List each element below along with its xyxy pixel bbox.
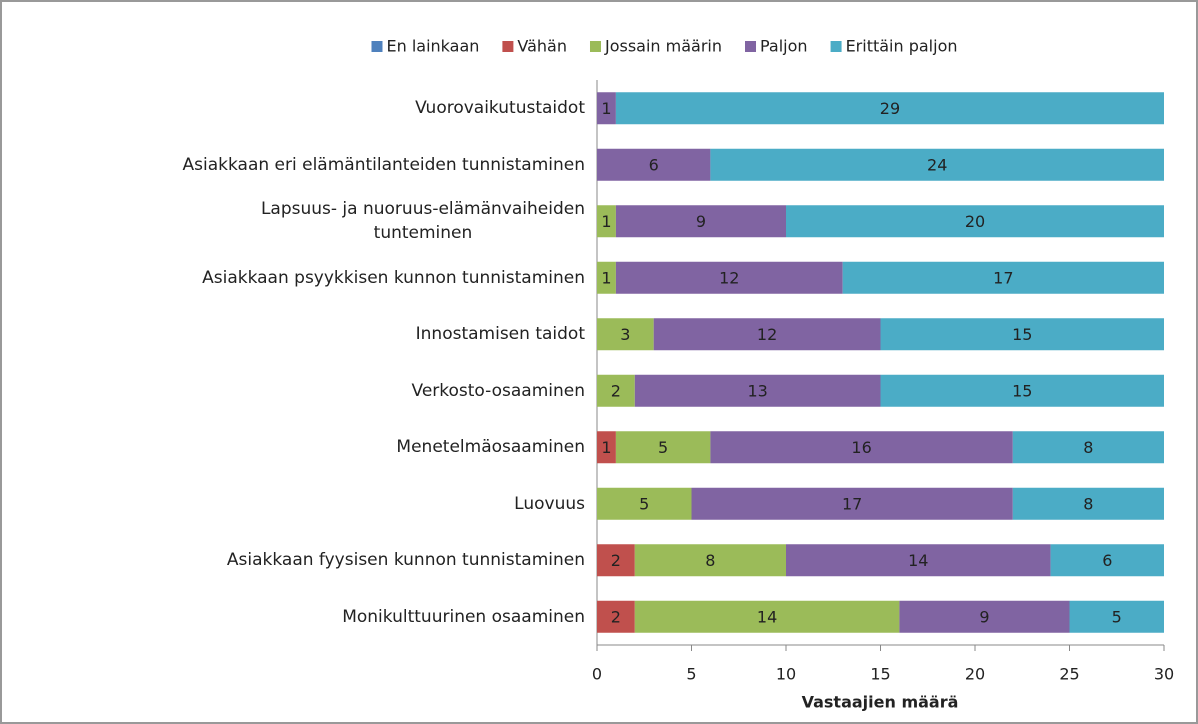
x-tick-label: 20: [965, 665, 985, 684]
legend-label: Paljon: [760, 37, 808, 56]
bar-segment: [710, 148, 1164, 181]
bar-segment: [1012, 487, 1164, 520]
data-label: 16: [851, 438, 871, 457]
category-label: Innostamisen taidot: [415, 324, 585, 345]
legend-swatch: [830, 41, 842, 52]
bar-segment: [786, 205, 1164, 238]
data-label: 1: [601, 438, 611, 457]
data-label: 14: [908, 551, 928, 570]
data-label: 9: [979, 607, 989, 626]
data-label: 3: [620, 325, 630, 344]
bar-segment: [597, 92, 616, 125]
category-label: Asiakkaan fyysisen kunnon tunnistaminen: [226, 550, 585, 571]
data-label: 5: [639, 494, 649, 513]
category-label: Luovuus: [514, 493, 585, 514]
data-label: 6: [649, 155, 659, 174]
data-label: 13: [747, 381, 767, 400]
bar-segment: [1050, 544, 1164, 577]
bar-segment: [597, 148, 711, 181]
bar-segment: [1012, 431, 1164, 464]
legend-swatch: [371, 41, 383, 52]
category-label: Verkosto-osaaminen: [411, 380, 585, 401]
bar-segment: [615, 431, 711, 464]
x-tick-label: 5: [686, 665, 696, 684]
bar-segment: [597, 374, 635, 407]
bar-segment: [615, 261, 843, 294]
bar-segment: [597, 205, 616, 238]
legend-label: Jossain määrin: [604, 37, 722, 56]
category-label: Lapsuus- ja nuoruus-elämänvaiheiden tunt…: [260, 199, 585, 244]
data-label: 2: [611, 607, 621, 626]
legend-label: Vähän: [517, 37, 567, 56]
data-label: 15: [1012, 325, 1032, 344]
data-label: 20: [965, 212, 985, 231]
category-label: Vuorovaikutustaidot: [415, 98, 585, 119]
bar-segment: [597, 318, 654, 351]
bar-segment: [597, 261, 616, 294]
x-tick-label: 15: [870, 665, 890, 684]
legend-label: En lainkaan: [386, 37, 479, 56]
data-label: 2: [611, 551, 621, 570]
data-label: 24: [927, 155, 947, 174]
bar-segment: [597, 544, 635, 577]
category-label: Asiakkaan psyykkisen kunnon tunnistamine…: [202, 267, 585, 288]
data-label: 6: [1102, 551, 1112, 570]
bar-segment: [880, 318, 1164, 351]
bar-segment: [597, 600, 635, 633]
bar-segment: [634, 600, 900, 633]
category-label: Asiakkaan eri elämäntilanteiden tunnista…: [182, 154, 585, 175]
data-label: 5: [1112, 607, 1122, 626]
bar-segment: [634, 374, 881, 407]
bar-segment: [710, 431, 1013, 464]
x-axis-title: Vastaajien määrä: [802, 693, 959, 712]
data-label: 1: [601, 99, 611, 118]
data-label: 12: [757, 325, 777, 344]
x-tick-label: 25: [1059, 665, 1079, 684]
bar-segment: [691, 487, 1013, 520]
data-label: 12: [719, 268, 739, 287]
category-label: Menetelmäosaaminen: [396, 437, 585, 458]
data-label: 1: [601, 212, 611, 231]
category-label: Monikulttuurinen osaaminen: [342, 606, 585, 627]
bar-segment: [899, 600, 1070, 633]
legend-label: Erittäin paljon: [846, 37, 958, 56]
bar-segment: [597, 431, 616, 464]
legend-swatch: [589, 41, 601, 52]
data-label: 17: [993, 268, 1013, 287]
bar-segment: [786, 544, 1051, 577]
x-tick-label: 10: [776, 665, 796, 684]
bar-segment: [615, 205, 786, 238]
x-tick-label: 30: [1154, 665, 1174, 684]
data-label: 9: [696, 212, 706, 231]
x-tick-label: 0: [592, 665, 602, 684]
bar-segment: [842, 261, 1164, 294]
bar-segment: [1069, 600, 1164, 633]
data-label: 14: [757, 607, 777, 626]
data-label: 17: [842, 494, 862, 513]
bar-segment: [653, 318, 881, 351]
data-label: 5: [658, 438, 668, 457]
legend-swatch: [502, 41, 514, 52]
bar-segment: [615, 92, 1164, 125]
legend-swatch: [745, 41, 757, 52]
bar-segment: [880, 374, 1164, 407]
data-label: 1: [601, 268, 611, 287]
data-label: 8: [705, 551, 715, 570]
data-label: 8: [1083, 494, 1093, 513]
data-label: 8: [1083, 438, 1093, 457]
data-label: 15: [1012, 381, 1032, 400]
bar-segment: [597, 487, 692, 520]
data-label: 29: [880, 99, 900, 118]
bar-segment: [634, 544, 786, 577]
data-label: 2: [611, 381, 621, 400]
